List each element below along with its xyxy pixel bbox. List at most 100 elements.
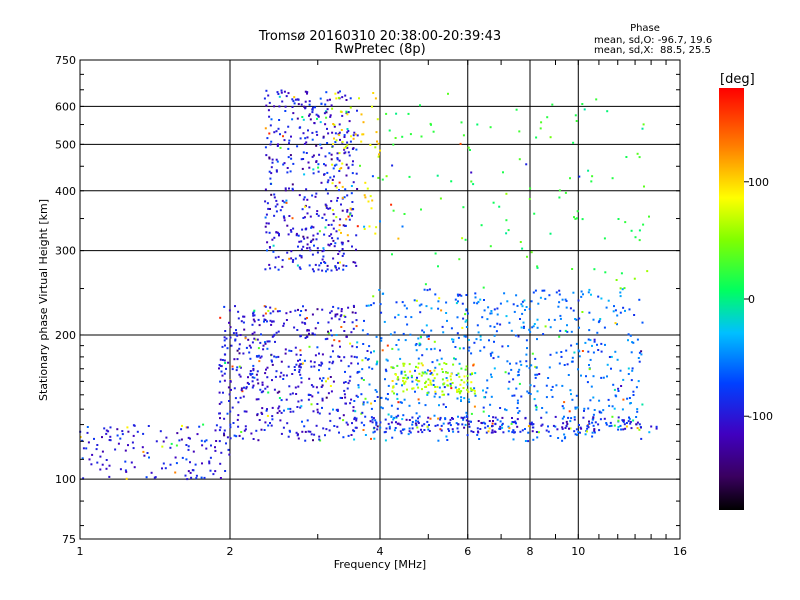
data-point	[507, 372, 510, 375]
data-point	[443, 393, 445, 396]
data-point	[561, 298, 564, 301]
data-point	[402, 364, 405, 367]
data-point	[576, 433, 579, 436]
data-point	[311, 138, 314, 141]
data-point	[630, 379, 633, 382]
data-point	[434, 293, 437, 296]
data-point	[238, 352, 241, 355]
data-point	[315, 113, 318, 116]
data-point	[245, 387, 248, 390]
data-point	[344, 381, 347, 383]
data-point	[302, 198, 305, 201]
data-point	[375, 131, 378, 134]
data-point	[346, 144, 349, 147]
data-point	[272, 244, 275, 247]
data-point	[592, 318, 595, 321]
data-point	[619, 295, 622, 298]
data-point	[373, 400, 376, 402]
data-point	[352, 304, 355, 307]
data-point	[218, 402, 221, 405]
data-point	[492, 416, 495, 419]
data-point	[456, 397, 459, 400]
data-point	[256, 414, 259, 417]
data-point	[268, 231, 271, 234]
data-point	[205, 447, 208, 450]
data-point	[511, 394, 514, 397]
data-point	[395, 301, 398, 304]
data-point	[455, 422, 458, 425]
data-point	[379, 303, 382, 306]
data-point	[314, 106, 316, 109]
data-point	[346, 210, 349, 213]
data-point	[342, 264, 345, 267]
data-point	[529, 187, 532, 190]
data-point	[223, 379, 226, 382]
data-point	[636, 421, 639, 424]
data-point	[307, 161, 310, 164]
data-point	[474, 394, 477, 397]
data-point	[321, 250, 324, 253]
data-point	[575, 120, 578, 122]
data-point	[495, 330, 498, 333]
data-point	[209, 469, 212, 472]
data-point	[583, 108, 586, 111]
data-point	[606, 363, 609, 366]
data-point	[141, 446, 144, 449]
data-point	[489, 352, 492, 355]
data-point	[415, 349, 418, 352]
data-point	[616, 323, 618, 326]
data-point	[322, 247, 325, 250]
data-point	[431, 373, 434, 376]
data-point	[275, 331, 278, 334]
data-point	[355, 356, 358, 359]
data-point	[287, 435, 290, 438]
data-point	[525, 163, 528, 166]
data-point	[617, 426, 620, 428]
data-point	[493, 367, 496, 370]
data-point	[353, 355, 356, 358]
data-point	[270, 323, 273, 326]
data-point	[311, 268, 314, 271]
data-point	[612, 383, 615, 386]
data-point	[338, 431, 340, 434]
data-point	[456, 427, 459, 430]
data-point	[269, 422, 271, 424]
data-point	[555, 384, 558, 387]
data-point	[492, 357, 495, 360]
data-point	[462, 206, 465, 209]
data-point	[420, 428, 422, 431]
data-point	[273, 236, 276, 239]
data-point	[454, 358, 457, 361]
data-point	[316, 247, 319, 250]
data-point	[581, 103, 584, 105]
data-point	[617, 387, 620, 390]
data-point	[392, 367, 395, 369]
data-point	[348, 120, 351, 123]
data-point	[630, 229, 633, 232]
data-point	[586, 430, 588, 433]
data-point	[508, 380, 511, 383]
data-point	[588, 329, 591, 332]
data-point	[257, 382, 260, 385]
data-point	[539, 296, 542, 299]
data-point	[308, 113, 311, 116]
data-point	[629, 334, 632, 337]
data-point	[241, 390, 244, 393]
data-point	[550, 389, 553, 391]
data-point	[330, 243, 333, 245]
data-point	[485, 391, 488, 394]
data-point	[525, 360, 528, 363]
data-point	[322, 377, 325, 380]
data-point	[438, 396, 441, 399]
data-point	[484, 426, 487, 429]
data-point	[257, 439, 260, 442]
data-point	[312, 238, 315, 241]
data-point	[388, 427, 391, 430]
data-point	[578, 317, 581, 320]
data-point	[567, 416, 570, 419]
data-point	[223, 372, 226, 375]
data-point	[397, 313, 400, 316]
data-point	[351, 201, 354, 203]
data-point	[376, 428, 379, 431]
data-point	[340, 308, 343, 310]
